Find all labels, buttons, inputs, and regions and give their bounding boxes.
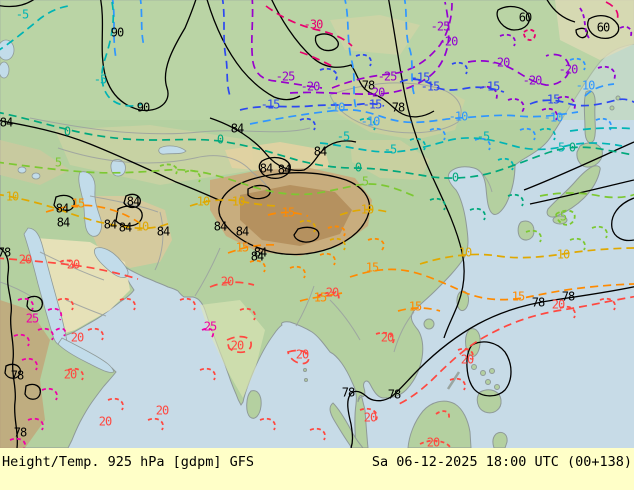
isotherm-15-layer — [45, 204, 634, 312]
isotherm-minus5-layer — [0, 1, 634, 171]
weather-map-svg — [0, 0, 634, 448]
isotherm-minus15-layer — [221, 0, 634, 131]
height-contours-layer — [0, 0, 634, 448]
isotherm-0-layer — [0, 111, 634, 221]
isotherm-5-layer — [0, 161, 634, 251]
terrain-layer — [0, 0, 634, 448]
status-bar: Height/Temp. 925 hPa [gdpm] GFS Sa 06-12… — [0, 448, 634, 490]
isotherm-minus10-layer — [111, 0, 615, 151]
weather-map: 90 90 84 84 84 84 84 84 84 84 84 84 84 84 84 84 84 78 78 78… — [0, 0, 634, 448]
isotherm-minus25-layer — [251, 0, 453, 89]
islands-layer — [246, 90, 621, 448]
isotherm-20-layer — [0, 257, 634, 448]
borders-layer — [0, 82, 493, 353]
chart-title: Height/Temp. 925 hPa [gdpm] GFS — [2, 454, 254, 470]
chart-timestamp: Sa 06-12-2025 18:00 UTC (00+138) — [371, 454, 632, 470]
isotherm-10-layer — [0, 193, 634, 265]
isotherm-25-layer — [9, 297, 215, 448]
isotherm-minus30-layer — [265, 1, 619, 67]
isotherm-minus20-layer — [289, 1, 633, 121]
